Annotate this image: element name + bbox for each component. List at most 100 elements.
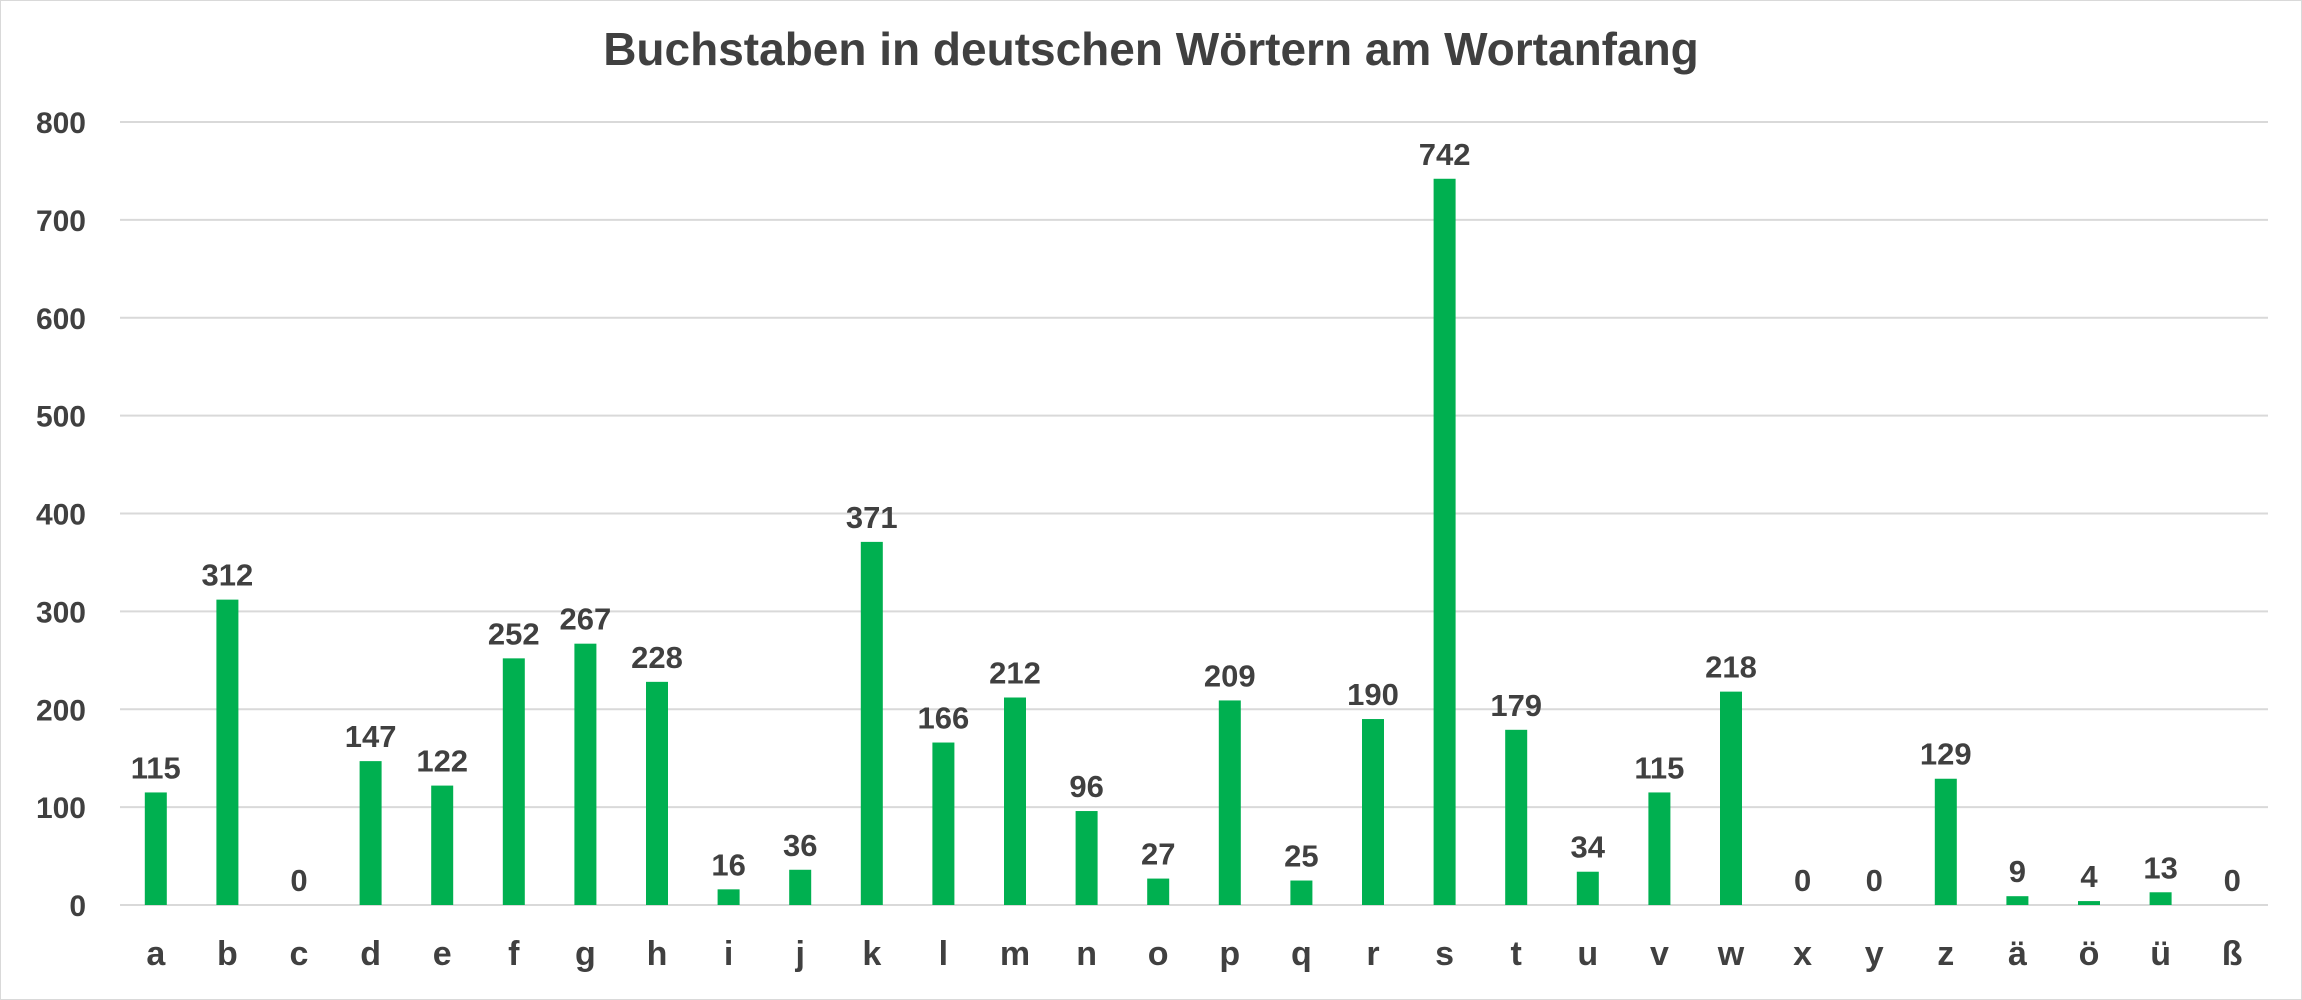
bar-n — [1075, 811, 1098, 905]
bar-j — [789, 869, 812, 905]
bar-ä — [2006, 896, 2029, 905]
y-axis: 0 100 200 300 400 500 600 700 800 — [36, 107, 86, 923]
data-label-ü: 13 — [2143, 850, 2177, 885]
data-label-t: 179 — [1490, 688, 1542, 723]
x-tick-label-m: m — [1000, 935, 1030, 973]
bar-r — [1362, 719, 1384, 905]
bar-i — [717, 889, 740, 905]
bar-v — [1648, 792, 1671, 905]
x-tick-label-o: o — [1148, 935, 1169, 973]
data-label-r: 190 — [1347, 677, 1399, 712]
data-label-c: 0 — [290, 863, 307, 898]
chart-title: Buchstaben in deutschen Wörtern am Worta… — [603, 23, 1699, 75]
x-tick-label-p: p — [1219, 935, 1240, 973]
x-tick-label-g: g — [575, 935, 596, 973]
bar-b — [216, 599, 239, 905]
bar-q — [1290, 880, 1313, 905]
bar-f — [502, 658, 525, 905]
x-tick-label-a: a — [146, 935, 166, 973]
data-label-v: 115 — [1634, 750, 1684, 785]
x-tick-label-i: i — [724, 935, 733, 973]
gridlines — [120, 121, 2268, 906]
x-tick-label-v: v — [1650, 935, 1669, 973]
data-label-ö: 4 — [2080, 859, 2098, 894]
data-label-x: 0 — [1794, 863, 1811, 898]
bar-ü — [2149, 892, 2172, 905]
data-label-ä: 9 — [2009, 854, 2026, 889]
data-label-l: 166 — [918, 701, 970, 736]
x-tick-label-e: e — [433, 935, 452, 973]
x-tick-label-d: d — [360, 935, 381, 973]
bar-k — [860, 541, 883, 905]
data-label-a: 115 — [131, 750, 181, 785]
data-label-h: 228 — [631, 640, 683, 675]
data-label-n: 96 — [1069, 769, 1103, 804]
y-tick-label: 700 — [36, 205, 86, 238]
bar-g — [574, 643, 597, 905]
data-label-d: 147 — [345, 719, 397, 754]
x-tick-label-z: z — [1937, 935, 1954, 973]
data-label-w: 218 — [1705, 650, 1757, 685]
x-tick-label-ü: ü — [2150, 935, 2171, 973]
x-tick-label-ä: ä — [2008, 935, 2027, 973]
data-label-p: 209 — [1204, 658, 1256, 693]
y-tick-label: 400 — [36, 499, 86, 532]
data-label-k: 371 — [846, 500, 898, 535]
bar-m — [1004, 697, 1026, 905]
x-tick-label-q: q — [1291, 935, 1312, 973]
x-tick-label-h: h — [647, 935, 668, 973]
y-tick-label: 0 — [69, 890, 86, 923]
y-tick-label: 800 — [36, 107, 86, 140]
x-tick-label-l: l — [939, 935, 948, 973]
bar-ö — [2078, 901, 2100, 905]
x-tick-label-ß: ß — [2222, 935, 2243, 973]
y-tick-label: 100 — [36, 792, 86, 825]
data-label-o: 27 — [1141, 837, 1175, 872]
data-label-i: 16 — [711, 847, 745, 882]
bar-l — [932, 742, 955, 905]
x-tick-label-b: b — [217, 935, 238, 973]
bar-e — [431, 785, 454, 905]
x-tick-label-k: k — [862, 935, 881, 973]
data-label-u: 34 — [1571, 830, 1606, 865]
x-tick-label-x: x — [1793, 935, 1812, 973]
data-label-j: 36 — [783, 828, 817, 863]
data-label-b: 312 — [202, 558, 254, 593]
data-label-f: 252 — [488, 616, 540, 651]
bar-p — [1218, 700, 1241, 905]
data-label-q: 25 — [1284, 839, 1318, 874]
data-label-ß: 0 — [2224, 863, 2241, 898]
data-labels: 115 312 0 147 122 252 267 228 16 36 371 166 212 96 27 2… — [131, 137, 2241, 898]
x-tick-label-f: f — [508, 935, 520, 973]
x-tick-label-u: u — [1577, 935, 1598, 973]
bar-d — [359, 761, 382, 905]
bar-o — [1147, 878, 1170, 905]
bar-s — [1433, 178, 1456, 905]
bar-a — [144, 792, 167, 905]
x-tick-label-w: w — [1717, 935, 1745, 973]
y-tick-label: 600 — [36, 303, 86, 336]
data-label-z: 129 — [1920, 737, 1972, 772]
x-tick-label-c: c — [290, 935, 309, 973]
y-tick-label: 500 — [36, 401, 86, 434]
x-tick-label-n: n — [1076, 935, 1097, 973]
x-tick-label-t: t — [1511, 935, 1522, 973]
x-tick-label-y: y — [1865, 935, 1884, 973]
bars — [144, 178, 2172, 905]
data-label-e: 122 — [416, 744, 468, 779]
bar-h — [646, 681, 668, 905]
bar-u — [1576, 871, 1599, 905]
y-tick-label: 300 — [36, 596, 86, 629]
data-label-y: 0 — [1866, 863, 1883, 898]
data-label-s: 742 — [1419, 137, 1471, 172]
bar-z — [1934, 778, 1957, 905]
bar-w — [1720, 691, 1742, 905]
x-tick-label-s: s — [1435, 935, 1454, 973]
data-label-g: 267 — [560, 602, 612, 637]
data-label-m: 212 — [989, 656, 1041, 691]
bar-t — [1505, 729, 1528, 905]
x-tick-label-j: j — [794, 935, 804, 973]
